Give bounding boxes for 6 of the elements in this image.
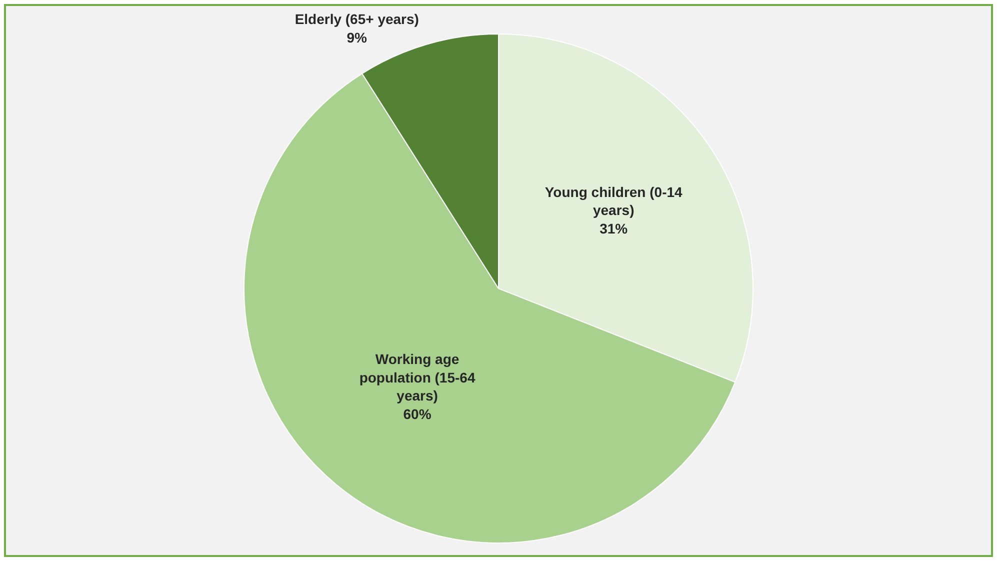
data-label: 31% (600, 220, 628, 236)
data-label: 60% (403, 406, 432, 422)
slice-label: Young children (0-14 years) (544, 184, 683, 218)
data-label: 9% (346, 29, 368, 46)
slice-label: Elderly (65+ years) (294, 11, 419, 28)
slice-label: Working age population (15-64 years) (359, 351, 476, 404)
